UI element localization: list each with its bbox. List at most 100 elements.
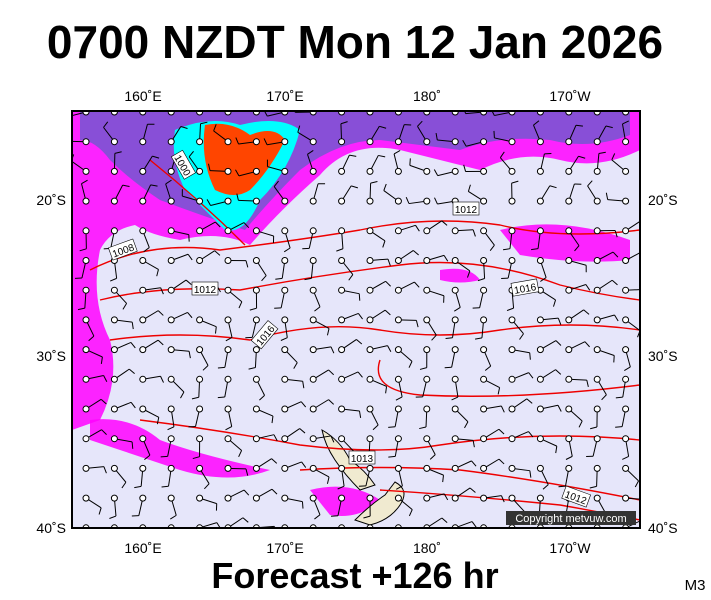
barb-station <box>309 464 317 472</box>
barb-station <box>281 257 289 264</box>
barb-flag <box>314 306 321 312</box>
barb-flag <box>555 369 562 375</box>
barb-flag <box>383 183 387 191</box>
barb-shaft <box>483 527 485 528</box>
barb-flag <box>161 485 169 488</box>
barb-station <box>423 197 431 205</box>
barb-flag <box>583 309 590 315</box>
barb-flag <box>414 281 420 288</box>
barb-flag <box>408 361 413 368</box>
barb-flag <box>463 164 467 172</box>
barb-station <box>593 316 601 324</box>
barb-flag <box>606 96 613 98</box>
barb-flag <box>529 352 531 360</box>
barb-station <box>224 375 232 383</box>
barb-station <box>139 167 147 175</box>
barb-station <box>110 197 118 205</box>
barb-flag <box>302 381 305 389</box>
barb-station <box>196 346 204 354</box>
barb-shaft <box>85 527 87 528</box>
barb-flag <box>615 426 623 428</box>
barb-flag <box>204 483 210 490</box>
barb-flag <box>444 366 452 369</box>
barb-station <box>366 286 374 294</box>
barb-station <box>252 167 260 175</box>
barb-flag <box>301 501 304 509</box>
barb-station <box>394 167 402 175</box>
barb-flag <box>498 537 500 544</box>
barb-station <box>366 227 374 235</box>
barb-station <box>196 227 204 235</box>
barb-station <box>309 227 317 235</box>
lon-label: 160˚E <box>124 88 161 104</box>
barb-station <box>508 197 516 205</box>
isobar-label: 1013 <box>348 450 376 465</box>
barb-flag <box>451 396 459 401</box>
barb-flag <box>574 245 580 252</box>
barb-station <box>196 257 204 264</box>
barb-flag <box>170 514 177 520</box>
barb-flag <box>77 307 85 311</box>
barb-flag <box>387 345 392 352</box>
barb-flag <box>575 124 583 127</box>
barb-flag <box>160 376 164 383</box>
barb-flag <box>419 426 427 430</box>
barb-flag <box>238 450 243 458</box>
barb-flag <box>336 248 344 252</box>
barb-station <box>536 227 544 235</box>
barb-station <box>508 167 516 175</box>
barb-station <box>536 375 544 383</box>
barb-station <box>167 138 175 146</box>
title: 0700 NZDT Mon 12 Jan 2026 <box>47 16 663 68</box>
barb-flag <box>81 179 88 185</box>
isobar-value: 1013 <box>351 454 374 465</box>
barb-station <box>593 138 601 146</box>
barb-station <box>167 494 175 502</box>
barb-flag <box>332 546 339 547</box>
barb-station <box>480 227 488 235</box>
barb-flag <box>611 279 618 286</box>
barb-station <box>338 167 346 175</box>
barb-flag <box>214 221 221 228</box>
barb-station <box>110 494 118 502</box>
barb-shaft <box>369 111 371 113</box>
barb-station <box>139 316 147 324</box>
barb-flag <box>150 184 158 187</box>
barb-station <box>394 435 402 443</box>
barb-station <box>110 138 118 146</box>
barb-flag <box>471 521 477 528</box>
barb-station <box>139 227 147 235</box>
barb-flag <box>271 488 278 495</box>
map-area <box>72 111 640 528</box>
barb-station <box>167 257 175 264</box>
barb-flag <box>419 367 427 370</box>
barb-flag <box>405 196 410 204</box>
barb-station <box>536 167 544 175</box>
barb-station <box>451 286 459 294</box>
barb-flag <box>396 485 403 490</box>
barb-flag <box>471 460 477 467</box>
barb-shaft <box>227 111 229 113</box>
barb-flag <box>160 287 164 295</box>
barb-flag <box>442 94 445 100</box>
barb-flag <box>225 426 232 431</box>
barb-station <box>252 405 260 413</box>
barb-station <box>281 405 289 413</box>
barb-station <box>536 316 544 324</box>
barb-flag <box>275 277 283 280</box>
barb-flag <box>358 293 361 301</box>
barb-station <box>139 375 147 383</box>
barb-flag <box>585 284 591 291</box>
barb-station <box>110 227 118 235</box>
barb-flag <box>557 405 562 412</box>
barb-flag <box>529 470 532 478</box>
barb-shaft <box>340 111 342 113</box>
barb-station <box>366 405 374 413</box>
barb-flag <box>100 356 103 364</box>
barb-shaft <box>539 527 541 528</box>
barb-flag <box>202 365 209 371</box>
barb-flag <box>613 534 614 541</box>
barb-flag <box>340 121 348 125</box>
lon-label: 180˚ <box>413 540 441 556</box>
